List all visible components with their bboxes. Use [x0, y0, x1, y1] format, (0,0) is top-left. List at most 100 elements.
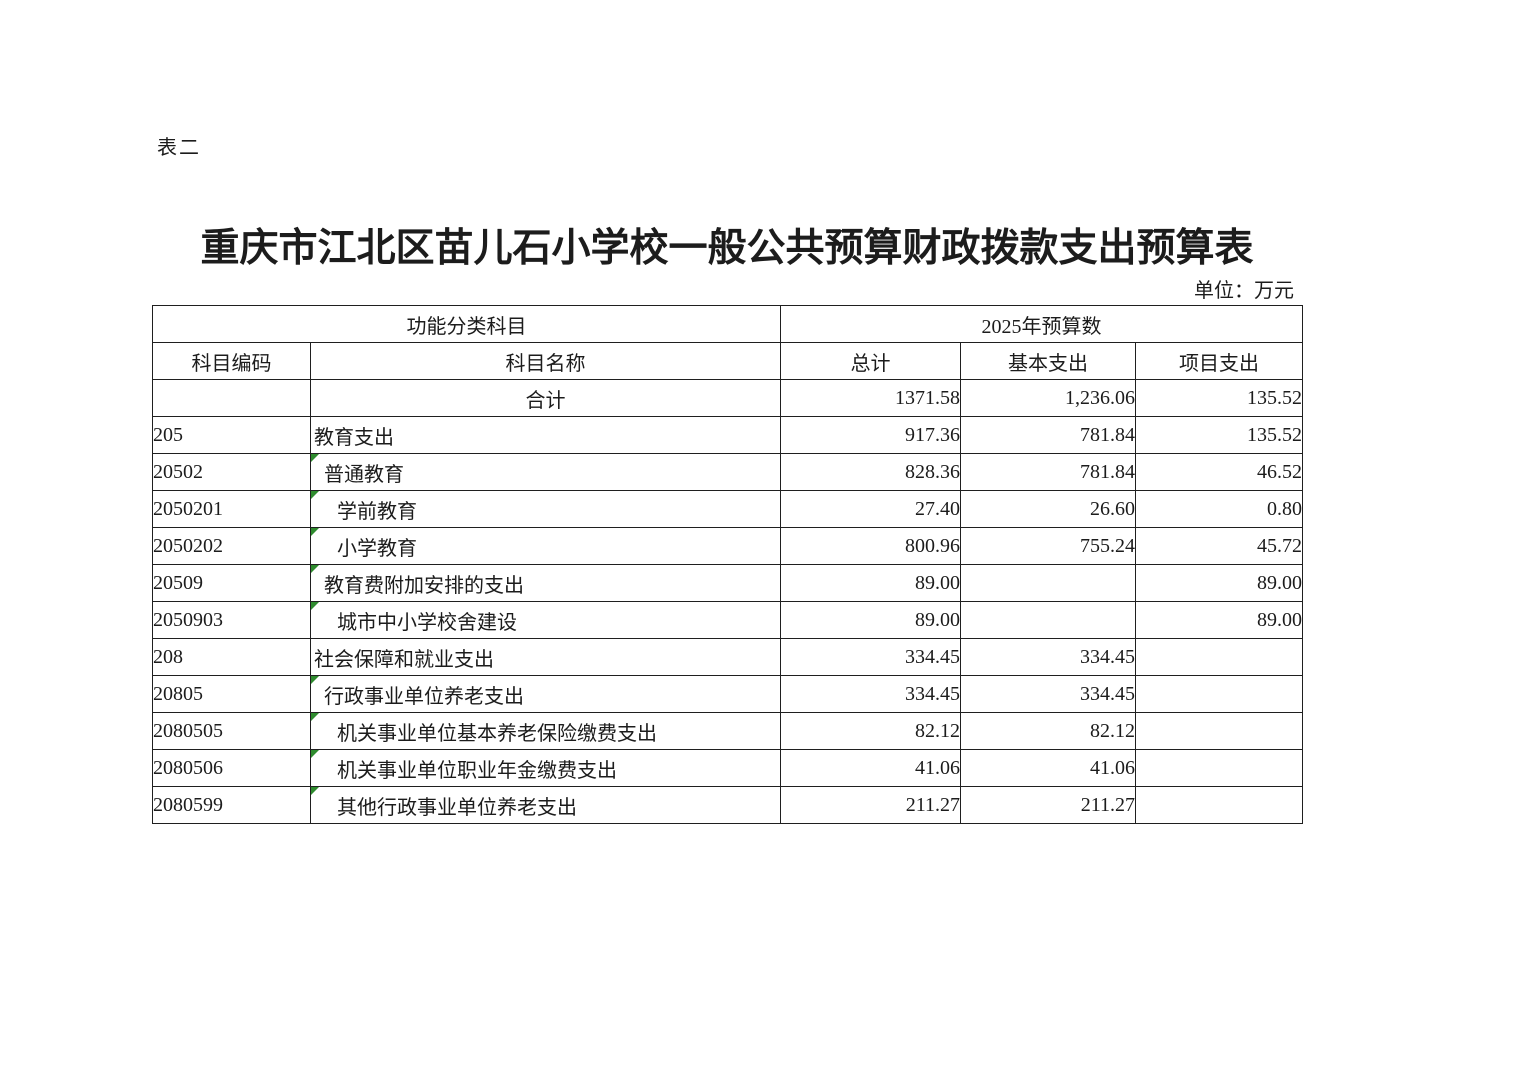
subject-name-text: 机关事业单位基本养老保险缴费支出 [337, 722, 657, 745]
table-row: 208 社会保障和就业支出 334.45 334.45 [152, 638, 1304, 676]
basic-expenditure-cell: 1,236.06 [960, 379, 1136, 417]
subject-name-cell: 其他行政事业单位养老支出 [310, 786, 781, 824]
subject-name-text: 普通教育 [324, 463, 404, 486]
budget-table: 功能分类科目 2025年预算数 科目编码 科目名称 总计 基本支出 项目支出 合… [152, 305, 1304, 824]
project-expenditure-cell [1134, 786, 1304, 824]
cell-corner-marker-icon [311, 750, 319, 758]
subject-name-cell: 行政事业单位养老支出 [310, 675, 781, 713]
subject-name-text: 其他行政事业单位养老支出 [337, 796, 577, 819]
subject-name-text: 社会保障和就业支出 [314, 648, 494, 671]
basic-expenditure-cell: 781.84 [960, 416, 1136, 454]
header-functional-classification: 功能分类科目 [152, 305, 781, 343]
subject-name-cell: 合计 [310, 379, 781, 417]
subject-name-cell: 城市中小学校舍建设 [310, 601, 781, 639]
cell-corner-marker-icon [311, 528, 319, 536]
unit-note: 单位：万元 [1194, 280, 1294, 302]
subject-code-cell: 2080599 [152, 786, 311, 824]
total-cell: 334.45 [780, 675, 961, 713]
project-expenditure-cell [1134, 675, 1304, 713]
subject-name-text: 教育费附加安排的支出 [324, 574, 524, 597]
table-label: 表二 [157, 137, 201, 159]
total-cell: 89.00 [780, 601, 961, 639]
table-row: 20805 行政事业单位养老支出 334.45 334.45 [152, 675, 1304, 713]
table-row: 2080599 其他行政事业单位养老支出 211.27 211.27 [152, 786, 1304, 824]
subject-name-text: 城市中小学校舍建设 [337, 611, 517, 634]
project-expenditure-cell [1134, 638, 1304, 676]
subject-name-text: 机关事业单位职业年金缴费支出 [337, 759, 617, 782]
subject-name-cell: 机关事业单位基本养老保险缴费支出 [310, 712, 781, 750]
table-row: 205 教育支出 917.36 781.84 135.52 [152, 416, 1304, 454]
total-cell: 1371.58 [780, 379, 961, 417]
subject-code-cell: 205 [152, 416, 311, 454]
cell-corner-marker-icon [311, 491, 319, 499]
total-cell: 334.45 [780, 638, 961, 676]
table-header: 功能分类科目 2025年预算数 科目编码 科目名称 总计 基本支出 项目支出 [152, 305, 1304, 380]
subject-name-cell: 教育费附加安排的支出 [310, 564, 781, 602]
subject-name-text: 学前教育 [337, 500, 417, 523]
subject-code-cell: 2050903 [152, 601, 311, 639]
table-row: 2080505 机关事业单位基本养老保险缴费支出 82.12 82.12 [152, 712, 1304, 750]
project-expenditure-cell: 135.52 [1134, 379, 1304, 417]
total-cell: 800.96 [780, 527, 961, 565]
table-body: 合计 1371.58 1,236.06 135.52 205 教育支出 917.… [152, 379, 1304, 824]
project-expenditure-cell [1134, 712, 1304, 750]
basic-expenditure-cell: 211.27 [960, 786, 1136, 824]
table-row: 20509 教育费附加安排的支出 89.00 89.00 [152, 564, 1304, 602]
subject-code-cell: 2050201 [152, 490, 311, 528]
basic-expenditure-cell: 755.24 [960, 527, 1136, 565]
project-expenditure-cell: 135.52 [1134, 416, 1304, 454]
total-cell: 828.36 [780, 453, 961, 491]
table-row: 2080506 机关事业单位职业年金缴费支出 41.06 41.06 [152, 749, 1304, 787]
project-expenditure-cell: 45.72 [1134, 527, 1304, 565]
basic-expenditure-cell [960, 601, 1136, 639]
cell-corner-marker-icon [311, 454, 319, 462]
subject-code-cell: 2080506 [152, 749, 311, 787]
subject-code-cell [152, 379, 311, 417]
project-expenditure-cell: 46.52 [1134, 453, 1304, 491]
subject-code-cell: 208 [152, 638, 311, 676]
table-row: 2050201 学前教育 27.40 26.60 0.80 [152, 490, 1304, 528]
table-row: 合计 1371.58 1,236.06 135.52 [152, 379, 1304, 417]
total-cell: 917.36 [780, 416, 961, 454]
total-cell: 27.40 [780, 490, 961, 528]
subject-name-cell: 小学教育 [310, 527, 781, 565]
basic-expenditure-cell: 82.12 [960, 712, 1136, 750]
table-row: 20502 普通教育 828.36 781.84 46.52 [152, 453, 1304, 491]
cell-corner-marker-icon [311, 713, 319, 721]
subject-code-cell: 20805 [152, 675, 311, 713]
subject-code-cell: 2080505 [152, 712, 311, 750]
project-expenditure-cell: 89.00 [1134, 601, 1304, 639]
cell-corner-marker-icon [311, 565, 319, 573]
subject-name-cell: 社会保障和就业支出 [310, 638, 781, 676]
cell-corner-marker-icon [311, 787, 319, 795]
subject-name-text: 教育支出 [314, 426, 394, 449]
col-header-total: 总计 [780, 342, 961, 380]
cell-corner-marker-icon [311, 602, 319, 610]
total-cell: 89.00 [780, 564, 961, 602]
cell-corner-marker-icon [311, 676, 319, 684]
basic-expenditure-cell: 26.60 [960, 490, 1136, 528]
subject-name-cell: 教育支出 [310, 416, 781, 454]
total-cell: 41.06 [780, 749, 961, 787]
basic-expenditure-cell: 41.06 [960, 749, 1136, 787]
subject-code-cell: 20502 [152, 453, 311, 491]
subject-code-cell: 20509 [152, 564, 311, 602]
basic-expenditure-cell [960, 564, 1136, 602]
col-header-project-expenditure: 项目支出 [1134, 342, 1304, 380]
project-expenditure-cell: 89.00 [1134, 564, 1304, 602]
col-header-basic-expenditure: 基本支出 [960, 342, 1136, 380]
basic-expenditure-cell: 334.45 [960, 675, 1136, 713]
col-header-subject-code: 科目编码 [152, 342, 311, 380]
page-title: 重庆市江北区苗儿石小学校一般公共预算财政拨款支出预算表 [200, 227, 1254, 271]
header-group-row: 功能分类科目 2025年预算数 [152, 305, 1304, 343]
total-cell: 82.12 [780, 712, 961, 750]
table-row: 2050903 城市中小学校舍建设 89.00 89.00 [152, 601, 1304, 639]
subject-name-cell: 学前教育 [310, 490, 781, 528]
subject-code-cell: 2050202 [152, 527, 311, 565]
header-budget-2025: 2025年预算数 [779, 305, 1304, 343]
basic-expenditure-cell: 781.84 [960, 453, 1136, 491]
subject-name-cell: 机关事业单位职业年金缴费支出 [310, 749, 781, 787]
total-cell: 211.27 [780, 786, 961, 824]
header-columns-row: 科目编码 科目名称 总计 基本支出 项目支出 [152, 342, 1304, 380]
